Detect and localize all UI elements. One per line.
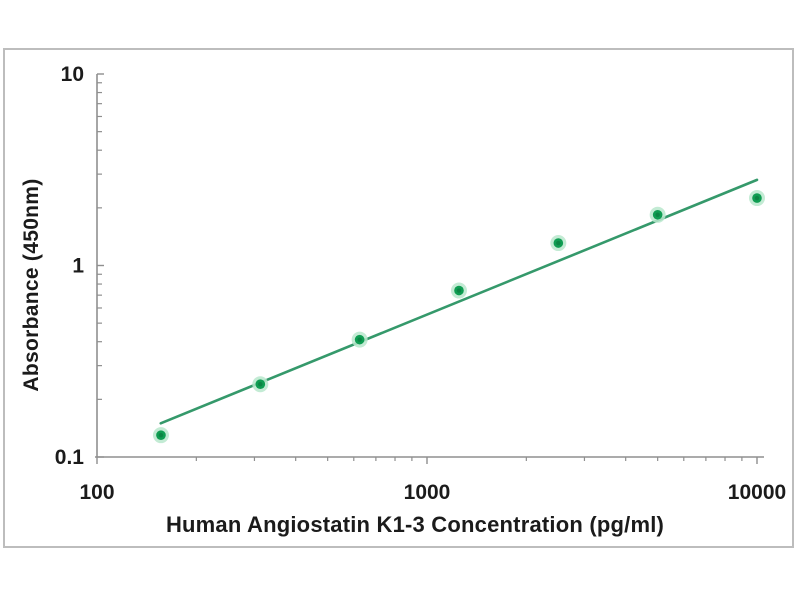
data-point-core: [357, 337, 362, 342]
y-axis-title: Absorbance (450nm): [20, 178, 43, 392]
x-axis-title: Human Angiostatin K1-3 Concentration (pg…: [165, 512, 665, 537]
data-point-core: [158, 432, 164, 438]
y-tick-label: 10: [61, 63, 84, 86]
data-point-core: [655, 212, 660, 217]
y-tick-label: 0.1: [55, 446, 85, 469]
y-tick-label: 1: [72, 255, 84, 278]
x-tick-label: 10000: [728, 481, 786, 504]
data-point-core: [258, 381, 263, 387]
data-point-core: [456, 288, 462, 293]
x-tick-label: 100: [79, 481, 114, 504]
trend-line: [159, 178, 759, 425]
data-point-core: [556, 240, 561, 246]
x-tick-label: 1000: [404, 481, 451, 504]
data-point-core: [754, 195, 760, 201]
chart-frame: [3, 48, 794, 548]
